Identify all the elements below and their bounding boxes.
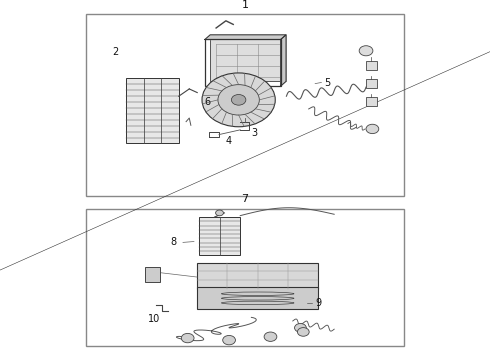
Bar	[366, 97, 377, 106]
Circle shape	[359, 46, 373, 56]
Circle shape	[264, 332, 277, 341]
Circle shape	[294, 324, 306, 332]
Circle shape	[222, 336, 235, 345]
Text: 7: 7	[242, 194, 248, 204]
Bar	[86, 209, 404, 346]
Bar	[197, 263, 318, 289]
Circle shape	[202, 73, 275, 127]
Bar	[86, 14, 404, 196]
Text: 5: 5	[325, 78, 331, 88]
Circle shape	[216, 210, 223, 216]
Bar	[205, 40, 281, 86]
Bar	[366, 61, 377, 69]
Text: 9: 9	[315, 298, 321, 308]
Bar	[197, 287, 318, 309]
Text: 6: 6	[205, 97, 211, 107]
Text: 3: 3	[251, 127, 258, 138]
Polygon shape	[281, 35, 286, 86]
Text: 10: 10	[148, 314, 160, 324]
Circle shape	[218, 85, 259, 115]
Bar	[210, 35, 286, 81]
Text: 1: 1	[242, 0, 248, 10]
Polygon shape	[205, 35, 286, 40]
Text: 2: 2	[112, 47, 118, 57]
Ellipse shape	[231, 109, 246, 112]
Circle shape	[366, 124, 379, 134]
Bar	[145, 266, 160, 282]
Circle shape	[297, 328, 309, 336]
Text: 8: 8	[171, 237, 176, 247]
Bar	[199, 217, 240, 255]
Bar	[366, 79, 377, 88]
Ellipse shape	[222, 108, 255, 113]
Circle shape	[231, 95, 246, 105]
Circle shape	[181, 333, 194, 343]
Bar	[126, 78, 179, 144]
Text: 4: 4	[225, 136, 231, 146]
